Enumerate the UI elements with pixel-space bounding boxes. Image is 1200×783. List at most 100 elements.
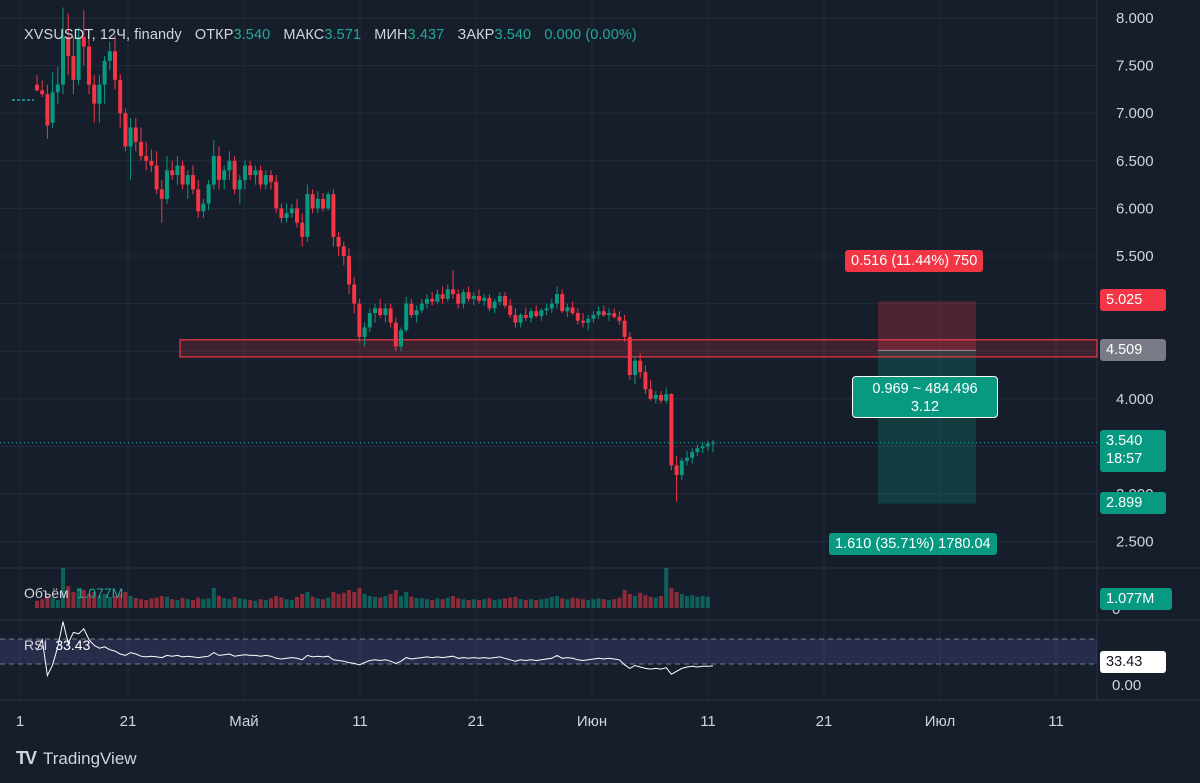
volume-bar <box>211 588 216 608</box>
volume-bar <box>222 598 227 608</box>
price-axis-label: 7.000 <box>1116 105 1154 122</box>
volume-bar <box>378 597 383 608</box>
close-label: ЗАКР <box>457 27 495 43</box>
candle-body <box>279 208 284 218</box>
volume-legend[interactable]: Объём 1.077M <box>24 585 123 601</box>
volume-bar <box>237 598 242 608</box>
candle-body <box>445 289 450 299</box>
volume-bar <box>373 596 377 608</box>
volume-bar <box>66 586 71 608</box>
volume-bar <box>196 597 201 608</box>
change-percent: (0.00%) <box>585 27 637 43</box>
volume-bar <box>430 600 435 608</box>
candle-body <box>97 84 102 104</box>
candle-body <box>648 389 653 399</box>
symbol-name[interactable]: XVSUSDT <box>24 27 92 43</box>
rsi-legend[interactable]: RSI 33.43 <box>24 637 90 653</box>
candle-body <box>149 160 154 166</box>
volume-bar <box>518 599 523 608</box>
volume-bar <box>149 598 154 608</box>
candle-body <box>295 208 299 223</box>
volume-bar <box>263 600 268 608</box>
volume-bar <box>180 598 185 608</box>
candle-body <box>165 170 169 199</box>
time-axis-label: 21 <box>468 713 485 730</box>
candle-body <box>321 198 325 209</box>
volume-bar <box>55 600 60 608</box>
candle-body <box>492 301 497 309</box>
candle-body <box>414 310 419 316</box>
candle-body <box>404 303 409 331</box>
candle-body <box>435 294 440 302</box>
candle-body <box>539 310 544 316</box>
volume-bar <box>92 592 97 608</box>
candle-body <box>274 181 279 209</box>
candle-body <box>211 156 216 185</box>
candle-body <box>617 316 622 321</box>
candle-body <box>253 170 258 176</box>
interval-label[interactable]: 12Ч <box>99 27 126 43</box>
volume-bar <box>227 599 232 608</box>
candle-body <box>669 394 674 466</box>
volume-bar <box>144 600 149 608</box>
candle-body <box>45 94 50 126</box>
candle-body <box>50 92 55 123</box>
price-axis-label: 4.000 <box>1116 391 1154 408</box>
candle-body <box>227 160 232 171</box>
volume-bar <box>477 600 481 608</box>
volume-bar <box>565 599 570 608</box>
volume-bar <box>690 595 695 608</box>
candle-body <box>601 311 606 316</box>
candle-body <box>451 289 455 295</box>
volume-bar <box>128 596 133 608</box>
volume-bar <box>315 598 320 608</box>
position-stats[interactable]: 0.969 ~ 484.496 3.12 <box>852 376 998 418</box>
candle-body <box>154 165 159 190</box>
volume-bar <box>508 597 513 608</box>
volume-bar <box>331 592 336 608</box>
candle-body <box>633 360 637 375</box>
volume-bar <box>87 594 91 608</box>
time-axis-label: Май <box>229 713 258 730</box>
candle-body <box>466 292 471 299</box>
candle-body <box>263 175 268 185</box>
candle-body <box>690 452 695 458</box>
price-tag-stop: 2.899 <box>1100 492 1166 514</box>
time-axis-label: 11 <box>700 713 716 730</box>
volume-bar <box>232 596 237 608</box>
brand-name: TradingView <box>43 748 137 768</box>
volume-bar <box>76 588 81 608</box>
volume-bar <box>627 594 632 608</box>
bar-countdown: 18:57 <box>1106 451 1143 467</box>
candle-body <box>518 315 523 323</box>
volume-bar <box>321 599 325 608</box>
candle-body <box>284 213 289 218</box>
candle-body <box>159 189 164 199</box>
candle-body <box>638 360 643 373</box>
candle-body <box>326 194 331 209</box>
candle-body <box>555 294 559 304</box>
target-label[interactable]: 0.516 (11.44%) 750 <box>845 250 984 272</box>
candle-body <box>107 51 112 61</box>
candle-body <box>627 336 632 375</box>
candle-body <box>243 165 247 180</box>
price-axis-label: 6.000 <box>1116 200 1154 217</box>
last-price: 3.540 <box>1106 433 1143 449</box>
rsi-band <box>0 639 1097 664</box>
volume-bar <box>669 588 674 608</box>
candle-body <box>581 320 585 323</box>
candle-body <box>612 313 617 317</box>
volume-bar <box>118 594 123 608</box>
stop-label[interactable]: 1.610 (35.71%) 1780.04 <box>829 533 997 555</box>
volume-bar <box>284 599 289 608</box>
volume-bar <box>601 599 606 608</box>
brand[interactable]: TV TradingView <box>16 748 137 769</box>
candle-body <box>305 194 310 237</box>
volume-bar <box>352 592 357 608</box>
volume-bar <box>159 596 164 608</box>
candle-body <box>534 311 539 316</box>
volume-bar <box>612 599 617 608</box>
candle-body <box>596 311 601 316</box>
rsi-value: 33.43 <box>55 637 91 653</box>
